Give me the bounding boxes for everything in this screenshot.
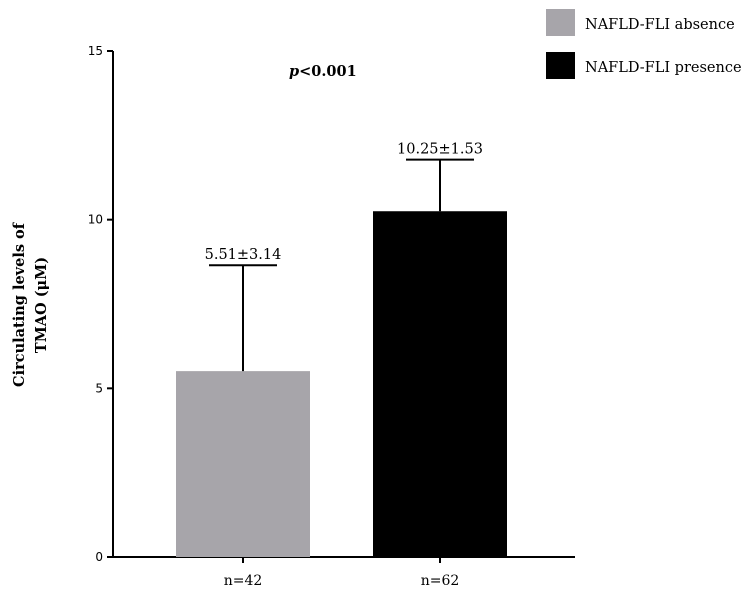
legend-label-presence: NAFLD-FLI presence xyxy=(585,60,742,76)
legend: NAFLD-FLI absence NAFLD-FLI presence xyxy=(546,9,742,79)
legend-swatch-presence xyxy=(546,52,575,79)
plot-area: 0 5 10 15 n=42 5.51±3.14 n=62 10.25±1.53 xyxy=(88,44,575,589)
x-tick-label: n=62 xyxy=(421,573,460,589)
p-value-text: <0.001 xyxy=(299,63,357,80)
legend-swatch-absence xyxy=(546,9,575,36)
y-axis-label-line2: TMAO (μM) xyxy=(33,257,50,353)
y-tick-label: 0 xyxy=(95,550,103,564)
bar-absence xyxy=(176,371,310,557)
p-value-italic: p xyxy=(289,63,299,80)
y-tick-label: 15 xyxy=(88,44,103,58)
y-tick-label: 5 xyxy=(95,381,103,395)
data-label: 5.51±3.14 xyxy=(205,247,282,263)
legend-label-absence: NAFLD-FLI absence xyxy=(585,17,735,33)
y-axis-label: Circulating levels of TMAO (μM) xyxy=(11,221,50,387)
x-tick-label: n=42 xyxy=(224,573,263,589)
y-axis-label-line1: Circulating levels of xyxy=(11,221,28,387)
data-label: 10.25±1.53 xyxy=(397,142,483,158)
bar-presence xyxy=(373,211,507,557)
y-tick-label: 10 xyxy=(88,213,103,227)
p-value-annotation: p<0.001 xyxy=(289,63,357,80)
